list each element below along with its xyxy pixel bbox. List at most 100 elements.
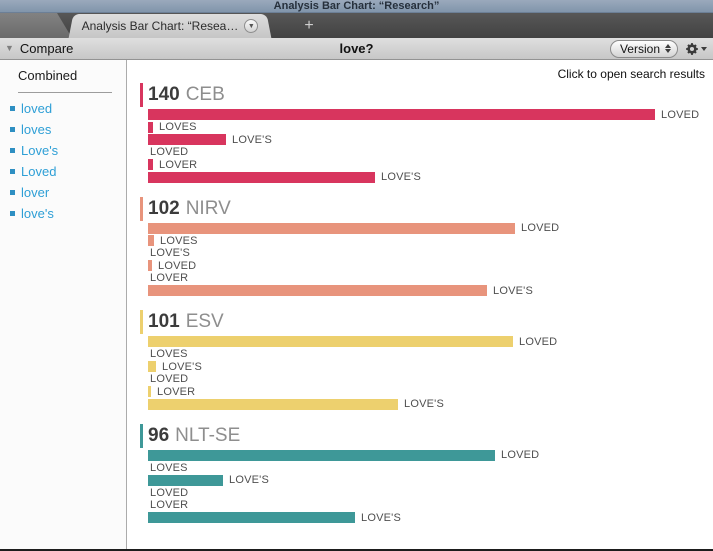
list-bullet-icon <box>10 190 15 195</box>
sidebar-item-label: Love's <box>21 143 59 158</box>
version-name: ESV <box>185 311 224 332</box>
result-bar[interactable] <box>148 134 226 145</box>
result-bar[interactable] <box>148 474 223 486</box>
bar-label: LOVED <box>519 335 558 348</box>
sidebar-item-loved[interactable]: Loved <box>0 161 126 182</box>
bar-label: LOVED <box>150 373 189 385</box>
bar-row: LOVE'S <box>148 361 713 373</box>
bar-row: LOVED <box>148 335 713 348</box>
bar-row: LOVE'S <box>148 171 713 183</box>
result-bar[interactable] <box>148 222 515 234</box>
bar-row: LOVES <box>148 462 713 474</box>
bar-label: LOVED <box>501 449 540 461</box>
bar-label: LOVE'S <box>150 247 190 259</box>
bar-row: LOVED <box>148 487 713 499</box>
result-bar[interactable] <box>148 121 153 133</box>
sidebar-item-label: loves <box>21 122 52 137</box>
sidebar-item-loved[interactable]: loved <box>0 98 126 119</box>
version-group-header: 140 CEB <box>140 83 713 107</box>
bar-row: LOVED <box>148 109 713 121</box>
toolbar: ▼ Compare love? Version <box>0 38 713 60</box>
compare-disclosure[interactable]: ▼ Compare <box>5 38 73 59</box>
bar-row: LOVED <box>148 259 713 272</box>
compare-label: Compare <box>19 41 74 56</box>
sidebar-header-combined[interactable]: Combined <box>18 68 78 83</box>
version-hit-count: 102 <box>148 197 180 219</box>
version-name: NLT-SE <box>175 424 241 446</box>
gear-icon <box>686 42 698 55</box>
bar-row: LOVE'S <box>148 474 713 486</box>
search-term: love? <box>339 41 374 56</box>
sidebar-item-lover[interactable]: lover <box>0 182 126 203</box>
new-tab-button[interactable]: + <box>304 16 314 34</box>
bar-row: LOVE'S <box>148 247 713 259</box>
bar-row: LOVED <box>148 222 713 234</box>
window-title: Analysis Bar Chart: “Research” <box>273 0 440 12</box>
sidebar-item-loves[interactable]: love's <box>0 203 126 224</box>
result-bar[interactable] <box>148 109 655 120</box>
bar-row: LOVE'S <box>148 398 713 410</box>
chart-groups: 140 CEB LOVED LOVES LOVE'S LOVED LOVER LOVE'S 10… <box>127 83 713 524</box>
bar-row: LOVED <box>148 373 713 385</box>
bar-row: LOVES <box>148 348 713 360</box>
version-name: NIRV <box>185 197 231 219</box>
gear-menu-button[interactable] <box>685 42 707 56</box>
result-bar[interactable] <box>148 386 151 397</box>
version-group-header: 96 NLT-SE <box>140 423 713 448</box>
triangle-down-icon: ▼ <box>5 43 14 53</box>
bar-label: LOVE'S <box>232 133 272 146</box>
open-results-hint: Click to open search results <box>557 67 705 81</box>
chevron-down-icon: ▼ <box>247 22 255 30</box>
result-bar[interactable] <box>148 512 355 523</box>
sidebar-item-label: Loved <box>21 164 57 179</box>
version-group-esv: 101 ESV LOVED LOVES LOVE'S LOVED LOVER LOVE'S <box>140 310 713 410</box>
bar-row: LOVE'S <box>148 512 713 524</box>
version-group-ceb: 140 CEB LOVED LOVES LOVE'S LOVED LOVER LOVE'S <box>140 83 713 183</box>
result-bar[interactable] <box>148 336 513 347</box>
result-bar[interactable] <box>148 449 495 461</box>
bar-label: LOVE'S <box>229 474 269 486</box>
version-group-nirv: 102 NIRV LOVED LOVES LOVE'S LOVED LOVER LOVE'S <box>140 196 713 297</box>
tab-analysis-bar-chart[interactable]: Analysis Bar Chart: “Resea… ▼ <box>78 14 262 38</box>
bar-row: LOVE'S <box>148 133 713 146</box>
bar-label: LOVE'S <box>493 284 533 297</box>
version-group-nlt-se: 96 NLT-SE LOVED LOVES LOVE'S LOVED LOVER LOVE'S <box>140 423 713 524</box>
result-bar[interactable] <box>148 361 156 372</box>
bar-row: LOVES <box>148 234 713 247</box>
chevron-down-icon <box>701 46 707 51</box>
window-title-bar[interactable]: Analysis Bar Chart: “Research” <box>0 0 713 13</box>
sidebar-item-loves[interactable]: loves <box>0 119 126 140</box>
bar-row: LOVER <box>148 499 713 511</box>
bar-label: LOVER <box>150 499 189 511</box>
result-bar[interactable] <box>148 171 375 183</box>
bar-label: LOVED <box>521 222 560 234</box>
sidebar-divider <box>18 92 112 93</box>
result-bar[interactable] <box>148 235 154 246</box>
bar-label: LOVED <box>158 259 197 272</box>
version-hit-count: 96 <box>148 424 170 446</box>
sidebar-item-label: loved <box>21 101 53 116</box>
list-bullet-icon <box>10 106 15 111</box>
bar-label: LOVES <box>150 348 188 360</box>
result-bar[interactable] <box>148 159 153 170</box>
result-bar[interactable] <box>148 398 398 410</box>
bar-rows: LOVED LOVES LOVE'S LOVED LOVER LOVE'S <box>148 222 713 297</box>
tab-dropdown-button[interactable]: ▼ <box>244 19 259 33</box>
sidebar-item-label: lover <box>21 185 50 200</box>
bar-label: LOVER <box>157 385 196 398</box>
bar-label: LOVES <box>160 234 198 247</box>
sidebar: Combined loved loves Love's Loved lover love'… <box>0 60 127 549</box>
result-bar[interactable] <box>148 260 152 271</box>
sidebar-item-loves[interactable]: Love's <box>0 140 126 161</box>
version-popup-button[interactable]: Version <box>609 39 678 58</box>
bar-label: LOVED <box>150 146 189 158</box>
version-button-label: Version <box>619 41 660 56</box>
chart-pane: Click to open search results 140 CEB LOVED… <box>127 60 713 549</box>
tab-bar: Analysis Bar Chart: “Resea… ▼ + <box>0 13 713 38</box>
background-tab-stub[interactable] <box>0 13 72 38</box>
bar-row: LOVER <box>148 272 713 284</box>
bar-row: LOVER <box>148 385 713 398</box>
result-bar[interactable] <box>148 285 487 296</box>
bar-row: LOVED <box>148 449 713 461</box>
